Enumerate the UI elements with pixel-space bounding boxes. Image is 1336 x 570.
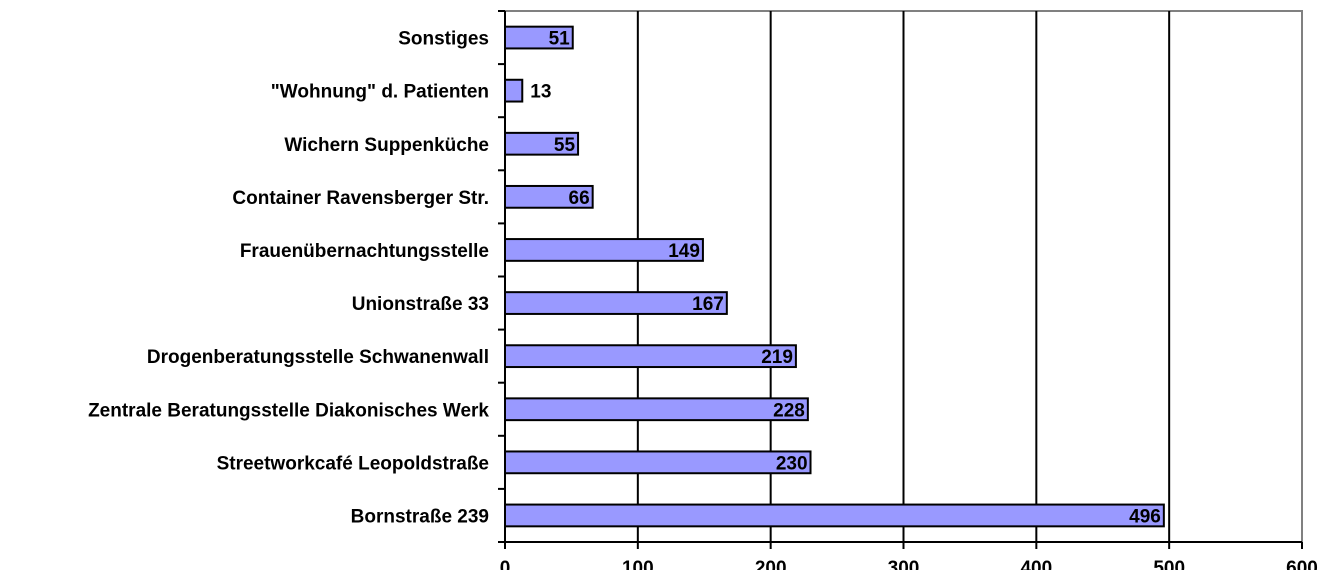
x-tick-label: 400 (1020, 558, 1052, 570)
data-label: 149 (668, 241, 700, 262)
x-tick-label: 100 (622, 558, 654, 570)
category-label: Drogenberatungsstelle Schwanenwall (147, 347, 489, 368)
bar (504, 78, 524, 103)
category-label: Frauenübernachtungsstelle (240, 241, 489, 262)
category-label: Zentrale Beratungsstelle Diakonisches We… (88, 400, 489, 421)
labels: 0 100 200 300 400 500 600 Sonstiges 51 "Wohnung" … (88, 29, 1318, 570)
data-label: 66 (569, 188, 590, 209)
data-label: 167 (692, 294, 724, 315)
bars (504, 25, 1165, 528)
category-label: Wichern Suppenküche (284, 135, 489, 156)
data-label: 55 (554, 135, 576, 156)
x-tick-label: 600 (1286, 558, 1318, 570)
x-tick-label: 300 (888, 558, 920, 570)
category-label: Bornstraße 239 (351, 506, 489, 527)
category-label: Streetworkcafé Leopoldstraße (217, 453, 489, 474)
bar (504, 344, 797, 369)
bar (504, 397, 809, 422)
data-label: 51 (549, 29, 571, 50)
bar (504, 450, 812, 475)
data-label: 230 (776, 453, 808, 474)
data-label: 219 (761, 347, 793, 368)
category-label: Unionstraße 33 (352, 294, 489, 315)
data-label: 13 (530, 82, 551, 103)
x-tick-label: 0 (500, 558, 511, 570)
data-label: 496 (1129, 506, 1161, 527)
axes (498, 10, 1303, 549)
x-tick-label: 200 (755, 558, 787, 570)
bar (504, 503, 1165, 528)
category-label: Sonstiges (398, 29, 489, 50)
data-label: 228 (773, 400, 805, 421)
x-tick-label: 500 (1153, 558, 1185, 570)
category-label: "Wohnung" d. Patienten (271, 82, 489, 103)
category-label: Container Ravensberger Str. (232, 188, 489, 209)
